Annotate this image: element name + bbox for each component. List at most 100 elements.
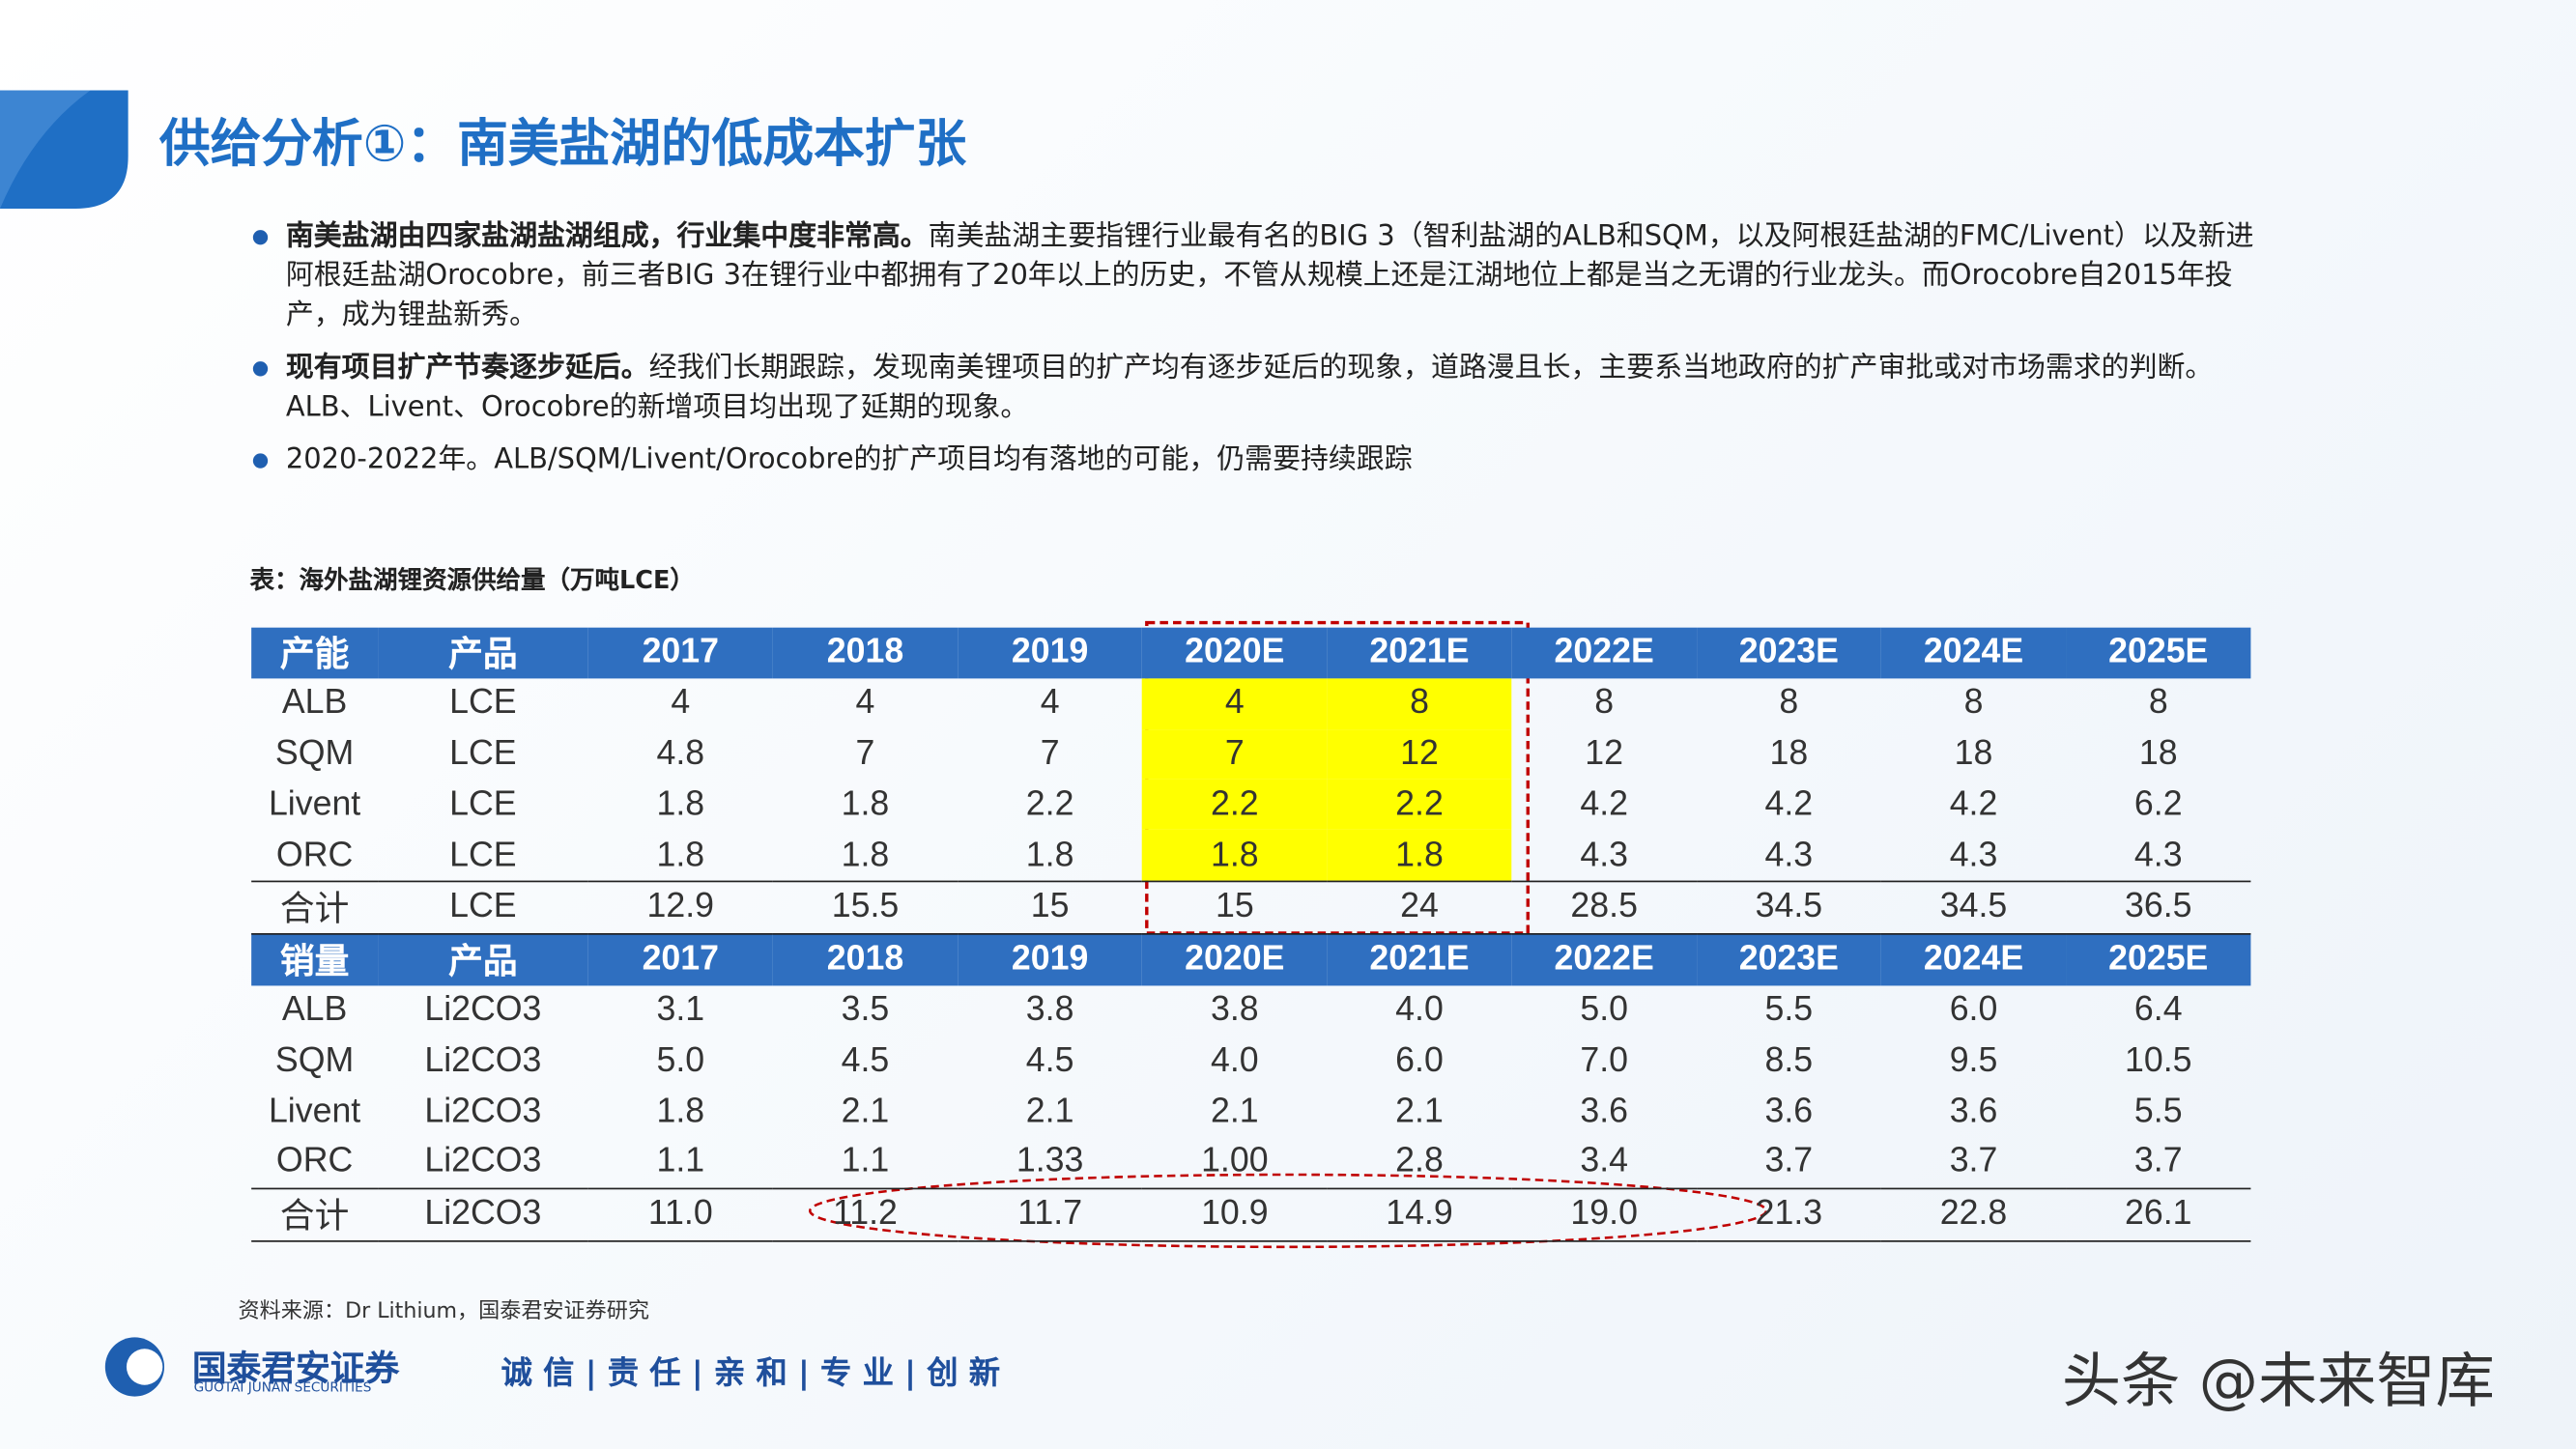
header-cell: 2018 bbox=[772, 627, 959, 679]
cell: 3.6 bbox=[1764, 1092, 1814, 1130]
row: ALB Li2CO3 3.1 3.5 3.8 3.8 4.0 5.0 5.5 6.0 6.4 bbox=[251, 985, 2250, 1036]
cell: 11.0 bbox=[587, 1187, 773, 1241]
title-tab-accent bbox=[0, 90, 91, 209]
cell: 4.0 bbox=[1395, 990, 1444, 1029]
header-row: 产能 产品 2017 2018 2019 2020E 2021E 2022E 2023E 2024… bbox=[251, 627, 2251, 679]
cell: 4 bbox=[1142, 678, 1328, 729]
row: Livent LCE 1.8 1.8 2.2 2.2 2.2 4.2 4.2 4.2 6.2 bbox=[251, 779, 2250, 831]
cell: 2.2 bbox=[1327, 779, 1512, 831]
cell: 2.8 bbox=[1395, 1142, 1444, 1180]
header-cell: 2018 bbox=[772, 933, 959, 985]
bullet: 2020-2022年。ALB/SQM/Livent/Orocobre的扩产项目均… bbox=[249, 440, 2262, 480]
cell: 7.0 bbox=[1580, 1040, 1628, 1079]
cell: 1.8 bbox=[1025, 835, 1074, 874]
cell: 24 bbox=[1327, 880, 1512, 935]
header-cell: 2017 bbox=[587, 627, 773, 679]
row: SQM LCE 4.8 7 7 7 12 12 18 18 18 bbox=[251, 728, 2250, 780]
cell: Li2CO3 bbox=[424, 1040, 542, 1079]
cell: 2.1 bbox=[1025, 1092, 1074, 1130]
header-cell: 2023E bbox=[1696, 627, 1881, 679]
cell: 3.7 bbox=[2133, 1142, 2183, 1180]
cell: 12 bbox=[1585, 734, 1624, 773]
cell: 合计 bbox=[251, 880, 379, 935]
cell: 1.8 bbox=[841, 784, 890, 823]
cell: 4 bbox=[855, 683, 875, 722]
header-cell: 2022E bbox=[1511, 933, 1697, 985]
cell: 4.5 bbox=[1025, 1040, 1074, 1079]
bullet-text: 2020-2022年。ALB/SQM/Livent/Orocobre的扩产项目均… bbox=[285, 443, 1413, 477]
cell: 5.5 bbox=[1764, 990, 1814, 1029]
cell: 4.2 bbox=[1764, 784, 1814, 823]
cell: 3.6 bbox=[1580, 1092, 1628, 1130]
header-cell: 2025E bbox=[2066, 627, 2251, 679]
cell: 15.5 bbox=[772, 880, 959, 935]
cell: 4.3 bbox=[1764, 835, 1814, 874]
cell: 10.5 bbox=[2125, 1040, 2192, 1079]
cell: 2.2 bbox=[1025, 784, 1074, 823]
header-cell: 2017 bbox=[587, 933, 773, 985]
cell: ORC bbox=[275, 1142, 354, 1180]
cell: 5.5 bbox=[2133, 1092, 2183, 1130]
cell: 3.5 bbox=[841, 990, 890, 1029]
cell: 36.5 bbox=[2066, 880, 2251, 935]
cell: 11.2 bbox=[772, 1187, 959, 1241]
cell: 1.8 bbox=[656, 835, 705, 874]
header-cell: 2024E bbox=[1880, 627, 2067, 679]
cell: 6.0 bbox=[1949, 990, 1998, 1029]
logo-en: GUOTAI JUNAN SECURITIES bbox=[193, 1379, 372, 1395]
cell: 1.1 bbox=[656, 1142, 705, 1180]
cell: 34.5 bbox=[1696, 880, 1881, 935]
cell: 18 bbox=[1769, 734, 1809, 773]
cell: 15 bbox=[1142, 880, 1328, 935]
cell: 18 bbox=[1954, 734, 1993, 773]
header-cell: 销量 bbox=[251, 933, 379, 985]
cell: 1.8 bbox=[656, 1092, 705, 1130]
cell: 4.3 bbox=[1580, 835, 1628, 874]
bullet-bold: 现有项目扩产节奏逐步延后。 bbox=[285, 351, 649, 384]
cell: 12.9 bbox=[587, 880, 773, 935]
cell: 2.1 bbox=[1395, 1092, 1444, 1130]
cell: 8 bbox=[1327, 678, 1512, 729]
logo-text: 国泰君安证券 bbox=[191, 1349, 400, 1389]
supply-table: 产能 产品 2017 2018 2019 2020E 2021E 2022E 2023E 2024… bbox=[251, 627, 2251, 1241]
table-caption: 表：海外盐湖锂资源供给量（万吨LCE） bbox=[249, 565, 695, 595]
cell: 1.8 bbox=[1142, 830, 1328, 882]
cell: 1.8 bbox=[1327, 830, 1512, 882]
cell: 2.1 bbox=[841, 1092, 890, 1130]
cell: 9.5 bbox=[1949, 1040, 1998, 1079]
cell: Li2CO3 bbox=[424, 1142, 542, 1180]
watermark: 头条 @未来智库 bbox=[2061, 1349, 2495, 1417]
cell: 4.8 bbox=[656, 734, 705, 773]
cell: LCE bbox=[449, 734, 517, 773]
cell: 4 bbox=[671, 683, 691, 722]
bullet-bold: 南美盐湖由四家盐湖盐湖组成，行业集中度非常高。 bbox=[285, 219, 929, 253]
bullet: 现有项目扩产节奏逐步延后。经我们长期跟踪，发现南美锂项目的扩产均有逐步延后的现象… bbox=[249, 349, 2262, 428]
cell: 8.5 bbox=[1764, 1040, 1814, 1079]
header-cell: 2020E bbox=[1142, 933, 1328, 985]
cell: ALB bbox=[281, 990, 348, 1029]
cell: 18 bbox=[2138, 734, 2178, 773]
source: 资料来源：Dr Lithium，国泰君安证券研究 bbox=[238, 1299, 649, 1324]
row: 合计 Li2CO3 11.0 11.2 11.7 10.9 14.9 19.0 21.3 22.8… bbox=[251, 1187, 2251, 1241]
row: ALB LCE 4 4 4 4 8 8 8 8 8 bbox=[251, 678, 2250, 729]
slogan: 诚 信 | 责 任 | 亲 和 | 专 业 | 创 新 bbox=[501, 1355, 1001, 1392]
cell: 8 bbox=[1779, 683, 1799, 722]
cell: 6.0 bbox=[1395, 1040, 1444, 1079]
header-cell: 2021E bbox=[1327, 627, 1512, 679]
cell: 1.8 bbox=[656, 784, 705, 823]
cell: 3.7 bbox=[1949, 1142, 1998, 1180]
cell: LCE bbox=[449, 784, 517, 823]
header-cell: 2025E bbox=[2066, 933, 2251, 985]
cell: 12 bbox=[1327, 728, 1512, 780]
cell: 4.2 bbox=[1949, 784, 1998, 823]
cell: 11.7 bbox=[958, 1187, 1143, 1241]
cell: 5.0 bbox=[656, 1040, 705, 1079]
header-cell: 2020E bbox=[1142, 627, 1328, 679]
cell: 4.5 bbox=[841, 1040, 890, 1079]
cell: 15 bbox=[958, 880, 1143, 935]
cell: ORC bbox=[275, 835, 354, 874]
header-cell: 产能 bbox=[251, 627, 379, 679]
row: SQM Li2CO3 5.0 4.5 4.5 4.0 6.0 7.0 8.5 9.5 10.5 bbox=[251, 1036, 2250, 1086]
row: ORC LCE 1.8 1.8 1.8 1.8 1.8 4.3 4.3 4.3 4.3 bbox=[251, 830, 2250, 882]
cell: 4 bbox=[1040, 683, 1060, 722]
